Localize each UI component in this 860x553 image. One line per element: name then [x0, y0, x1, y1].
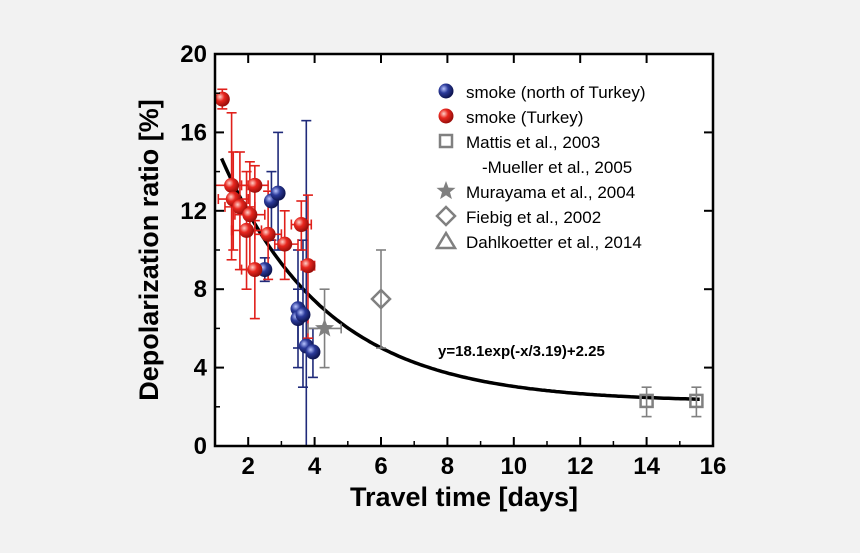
fit-curve — [220, 157, 700, 401]
data-point — [247, 177, 263, 193]
x-tick-label: 6 — [374, 453, 387, 480]
legend-marker — [438, 108, 454, 124]
x-tick-label: 8 — [441, 453, 454, 480]
x-axis-title: Travel time [days] — [350, 482, 578, 512]
legend-label-continued: -Mueller et al., 2005 — [482, 158, 632, 177]
legend-marker — [438, 133, 454, 149]
x-tick-label: 12 — [567, 453, 594, 480]
data-point — [315, 318, 335, 337]
data-point — [270, 185, 286, 201]
data-point — [242, 207, 258, 223]
data-point — [305, 344, 321, 360]
legend-label: Fiebig et al., 2002 — [466, 208, 601, 227]
legend-label: smoke (Turkey) — [466, 108, 583, 127]
legend-marker — [434, 230, 458, 250]
legend-marker — [438, 83, 454, 99]
data-point — [247, 262, 263, 278]
data-point — [260, 226, 276, 242]
data-point — [293, 217, 309, 233]
y-tick-label: 16 — [180, 119, 207, 146]
x-tick-label: 10 — [500, 453, 527, 480]
legend-marker — [436, 181, 456, 200]
legend-label: Mattis et al., 2003 — [466, 133, 600, 152]
x-tick-label: 4 — [308, 453, 322, 480]
x-tick-label: 2 — [242, 453, 255, 480]
legend-marker — [435, 205, 457, 227]
data-point — [295, 307, 311, 323]
y-tick-label: 4 — [194, 355, 208, 382]
y-axis-title: Depolarization ratio [%] — [134, 99, 164, 401]
data-point — [639, 393, 654, 409]
legend: smoke (north of Turkey) smoke (Turkey) Mat… — [434, 83, 646, 252]
x-tick-label: 16 — [700, 453, 727, 480]
y-tick-label: 0 — [194, 433, 207, 460]
fit-equation-label: y=18.1exp(-x/3.19)+2.25 — [438, 343, 605, 360]
y-tick-label: 20 — [180, 41, 207, 68]
data-point — [214, 91, 230, 107]
y-tick-label: 12 — [180, 198, 207, 225]
legend-label: Murayama et al., 2004 — [466, 183, 635, 202]
legend-label: smoke (north of Turkey) — [466, 83, 646, 102]
data-point — [370, 288, 392, 310]
data-point — [239, 222, 255, 238]
data-point — [689, 393, 704, 409]
data-point — [277, 236, 293, 252]
x-tick-label: 14 — [633, 453, 660, 480]
data-point — [300, 258, 316, 274]
data-point — [224, 177, 240, 193]
y-tick-label: 8 — [194, 276, 207, 303]
legend-label: Dahlkoetter et al., 2014 — [466, 233, 642, 252]
